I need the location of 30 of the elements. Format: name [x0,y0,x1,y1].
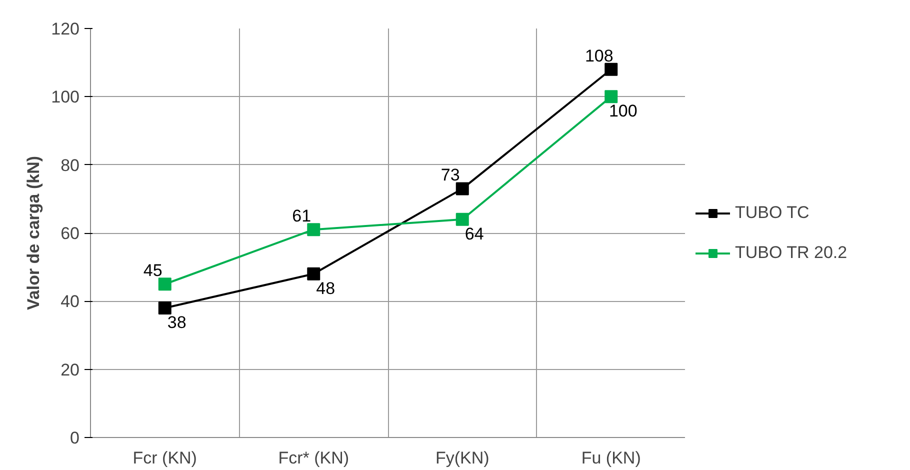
y-tick-label: 60 [60,224,80,243]
point [604,90,618,104]
point [456,212,469,226]
data-label: 61 [292,206,312,226]
point [158,278,172,291]
y-tick-label: 80 [60,156,80,175]
x-tick-label: Fy(KN) [435,448,490,468]
data-label: 108 [584,46,614,66]
data-label: 64 [464,224,484,244]
data-label: 73 [440,166,460,185]
y-tick-label: 120 [51,20,80,38]
data-label: 45 [143,261,162,280]
point [456,182,469,196]
point [307,267,320,280]
point [307,223,320,236]
point [158,301,172,314]
y-tick-label: 100 [51,88,80,107]
data-label: 100 [608,102,638,121]
data-label: 48 [316,278,336,298]
legend-label: TUBO TC [735,202,810,222]
point [604,62,618,76]
legend-label: TUBO TR 20.2 [735,242,848,262]
x-tick-label: Fu (KN) [581,448,641,468]
y-tick-label: 40 [60,292,80,312]
x-tick-label: Fcr* (KN) [278,448,350,468]
x-tick-label: Fcr (KN) [132,448,197,468]
y-tick-label: 20 [60,360,80,380]
y-axis-title: Valor de carga (kN) [24,156,44,310]
data-label: 38 [167,312,186,332]
y-tick-label: 0 [70,428,80,448]
